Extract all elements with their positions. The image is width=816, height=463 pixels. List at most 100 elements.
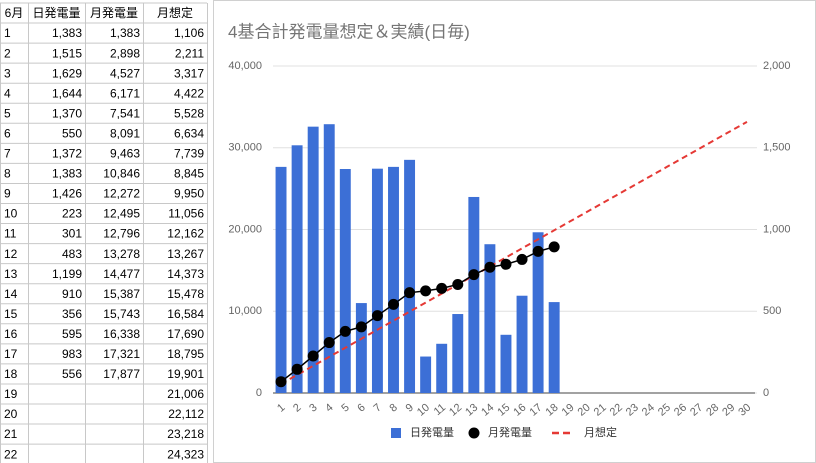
cell: 6 <box>4 126 11 140</box>
point <box>532 245 544 257</box>
bar <box>339 169 351 393</box>
y2-tick-label: 1,500 <box>763 142 791 154</box>
bar <box>516 295 528 393</box>
legend-swatch <box>468 427 480 439</box>
bar <box>532 232 544 393</box>
bar <box>371 168 383 393</box>
cell: 1,372 <box>52 147 82 161</box>
cell: 4,422 <box>174 86 204 100</box>
cell: 12,162 <box>167 227 204 241</box>
bar <box>548 302 560 393</box>
bar <box>323 124 335 394</box>
cell: 14 <box>4 287 18 301</box>
cell: 12 <box>4 247 18 261</box>
y2-tick-label: 1,000 <box>763 223 791 235</box>
cell: 13,278 <box>103 247 140 261</box>
cell: 1,629 <box>52 66 82 80</box>
cell: 15 <box>4 307 18 321</box>
point <box>516 253 528 265</box>
cell: 7 <box>4 147 11 161</box>
cell: 550 <box>62 126 82 140</box>
cell: 13,267 <box>167 247 204 261</box>
cell: 22,112 <box>168 407 204 421</box>
bar <box>420 356 432 393</box>
legend-label: 月発電量 <box>488 425 532 439</box>
cell: 5,528 <box>174 106 204 120</box>
point <box>291 363 303 375</box>
bar <box>404 159 416 393</box>
cell: 17,690 <box>167 327 204 341</box>
point <box>307 350 319 362</box>
point <box>323 337 335 349</box>
bar <box>307 126 319 393</box>
point <box>355 321 367 333</box>
cell: 1,370 <box>52 106 82 120</box>
cell: 19 <box>4 387 18 401</box>
cell: 4,527 <box>110 66 140 80</box>
point <box>404 287 416 299</box>
cell: 17 <box>4 347 18 361</box>
cell: 14,373 <box>167 267 204 281</box>
cell: 2 <box>4 46 11 60</box>
cell: 16,584 <box>167 307 204 321</box>
bar <box>388 166 399 393</box>
cell: 20 <box>4 407 18 421</box>
cell: 13 <box>4 267 18 281</box>
cell: 1,383 <box>52 26 82 40</box>
cell: 1 <box>4 26 11 40</box>
cell: 3,317 <box>174 66 204 80</box>
cell: 10 <box>4 207 18 221</box>
cell: 24,323 <box>167 447 204 461</box>
cell: 7,541 <box>110 106 140 120</box>
header-cell: 6月 <box>5 6 24 20</box>
cell: 22 <box>4 447 18 461</box>
cell: 16,338 <box>103 327 140 341</box>
legend-label: 日発電量 <box>410 425 454 439</box>
cell: 2,211 <box>175 46 204 60</box>
bar <box>484 244 496 393</box>
cell: 9,463 <box>110 147 140 161</box>
bar <box>468 196 480 393</box>
point <box>452 278 464 290</box>
cell: 1,383 <box>52 167 82 181</box>
point <box>339 325 351 337</box>
cell: 1,426 <box>52 187 82 201</box>
point <box>468 269 480 281</box>
cell: 1,515 <box>52 46 82 60</box>
cell: 12,796 <box>103 227 140 241</box>
y-tick-label: 30,000 <box>228 142 262 154</box>
cell: 23,218 <box>167 427 204 441</box>
bar <box>291 145 303 393</box>
point <box>548 241 560 253</box>
header-cell: 月発電量 <box>90 6 138 20</box>
cell: 483 <box>62 247 82 261</box>
cell: 15,478 <box>167 287 204 301</box>
point <box>484 261 496 273</box>
cell: 12,272 <box>103 187 140 201</box>
point <box>420 285 432 297</box>
point <box>371 310 383 322</box>
cell: 2,898 <box>110 46 140 60</box>
bar <box>355 303 367 393</box>
header-cell: 日発電量 <box>32 6 80 20</box>
dashed-line <box>280 120 748 385</box>
point <box>500 258 512 270</box>
header-cell: 月想定 <box>157 5 193 20</box>
cell: 21 <box>4 427 18 441</box>
y-tick-label: 0 <box>256 387 262 399</box>
cell: 18,795 <box>167 347 204 361</box>
cell: 4 <box>4 86 11 100</box>
cell: 595 <box>62 327 82 341</box>
legend-swatch <box>391 428 401 438</box>
cell: 8,845 <box>174 167 204 181</box>
cell: 910 <box>62 287 82 301</box>
cell: 1,644 <box>52 86 82 100</box>
cell: 1,106 <box>174 26 204 40</box>
cell: 16 <box>4 327 18 341</box>
cell: 17,877 <box>103 367 140 381</box>
legend-label: 月想定 <box>584 425 617 439</box>
cell: 6,634 <box>174 126 204 140</box>
cell: 5 <box>4 106 11 120</box>
cell: 21,006 <box>167 387 204 401</box>
